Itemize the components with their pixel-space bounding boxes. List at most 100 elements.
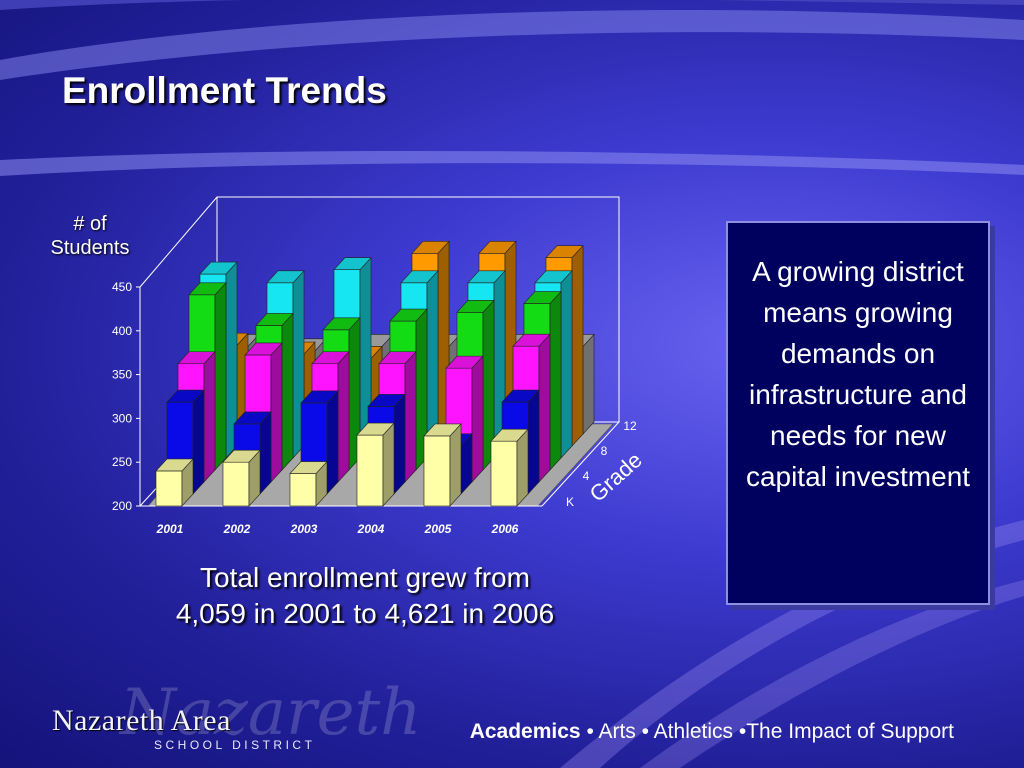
bar-side bbox=[516, 428, 529, 507]
y-tick-label: 300 bbox=[112, 411, 132, 425]
bar-top bbox=[445, 355, 484, 369]
y-tick-label: 250 bbox=[112, 455, 132, 469]
bar-front bbox=[423, 435, 451, 507]
bar-2004-s0 bbox=[356, 422, 395, 507]
bar-side bbox=[471, 355, 484, 483]
depth-tick-label: 8 bbox=[601, 444, 608, 458]
bar-side bbox=[337, 350, 350, 483]
bar-front bbox=[356, 434, 384, 507]
bar-2006-s0 bbox=[490, 428, 529, 507]
x-tick-label-2005: 2005 bbox=[424, 522, 452, 536]
bar-top bbox=[222, 449, 261, 463]
bar-top bbox=[478, 240, 517, 254]
bar-top bbox=[233, 411, 272, 425]
bar-top bbox=[534, 270, 573, 284]
bar-top bbox=[378, 351, 417, 365]
bar-top bbox=[467, 270, 506, 284]
bar-top bbox=[311, 351, 350, 365]
bar-top bbox=[166, 389, 205, 403]
bar-top bbox=[300, 390, 339, 404]
bar-top bbox=[289, 461, 328, 474]
depth-tick-label: 4 bbox=[583, 469, 590, 483]
bar-side bbox=[382, 422, 395, 507]
bar-top bbox=[501, 389, 540, 403]
bar-side bbox=[549, 290, 562, 471]
bar-top bbox=[188, 282, 227, 296]
x-tick-label-2003: 2003 bbox=[290, 522, 318, 536]
bar-side bbox=[270, 342, 283, 483]
bar-top bbox=[400, 270, 439, 284]
caption-line2: 4,059 in 2001 to 4,621 in 2006 bbox=[175, 598, 555, 629]
bar-2002-s0 bbox=[222, 449, 261, 507]
bar-side bbox=[281, 312, 294, 471]
footer-tagline: Academics • Arts • Athletics •The Impact… bbox=[470, 720, 954, 744]
bar-side bbox=[582, 333, 595, 435]
bar-side bbox=[571, 244, 584, 447]
logo-script-watermark: Nazareth bbox=[120, 676, 422, 750]
y-axis-label-line2: Students bbox=[50, 237, 130, 259]
bar-top bbox=[177, 351, 216, 365]
y-axis-label: # of Students bbox=[30, 212, 150, 260]
logo-sub-text: SCHOOL DISTRICT bbox=[154, 738, 316, 752]
tagline-rest: • Arts • Athletics •The Impact of Suppor… bbox=[580, 720, 954, 743]
bar-side bbox=[393, 393, 406, 495]
bar-top bbox=[490, 428, 529, 442]
bar-side bbox=[527, 389, 540, 495]
bar-top bbox=[423, 423, 462, 437]
bar-front bbox=[222, 461, 250, 507]
bar-front bbox=[289, 473, 317, 507]
bar-front bbox=[490, 440, 518, 507]
x-tick-label-2006: 2006 bbox=[491, 522, 519, 536]
bar-top bbox=[367, 394, 406, 407]
bar-side bbox=[560, 270, 573, 459]
bar-side bbox=[538, 333, 551, 483]
bar-top bbox=[266, 270, 305, 284]
bar-top bbox=[244, 342, 283, 356]
y-axis-label-line1: # of bbox=[73, 213, 107, 235]
y-tick-label: 200 bbox=[112, 499, 132, 513]
bar-side bbox=[259, 411, 272, 495]
bar-side bbox=[192, 389, 205, 495]
callout-text: A growing district means growing demands… bbox=[745, 256, 971, 492]
bar-top bbox=[512, 333, 551, 347]
bar-side bbox=[449, 423, 462, 507]
bar-front bbox=[155, 470, 183, 507]
bar-top bbox=[255, 313, 294, 326]
bar-top bbox=[356, 422, 395, 436]
caption-line1: Total enrollment grew from bbox=[200, 562, 530, 593]
bar-top bbox=[545, 245, 584, 258]
bar-top bbox=[411, 240, 450, 254]
y-tick-label: 400 bbox=[112, 324, 132, 338]
bar-top bbox=[333, 257, 372, 270]
depth-tick-label: 12 bbox=[623, 419, 637, 433]
bar-top bbox=[322, 317, 361, 331]
bar-side bbox=[214, 282, 227, 471]
bar-top bbox=[199, 261, 238, 275]
bar-top bbox=[155, 458, 194, 472]
bar-side bbox=[404, 350, 417, 483]
x-tick-label-2004: 2004 bbox=[357, 522, 385, 536]
depth-tick-label: K bbox=[566, 495, 574, 509]
bar-top bbox=[389, 308, 428, 322]
logo-main-text: Nazareth Area bbox=[52, 704, 231, 737]
bar-2001-s0 bbox=[155, 458, 194, 507]
bar-side bbox=[326, 390, 339, 495]
slide-title: Enrollment Trends bbox=[62, 70, 387, 111]
bar-2001-s1 bbox=[166, 389, 205, 495]
depth-axis-label: Grade bbox=[585, 447, 647, 507]
bar-side bbox=[203, 350, 216, 483]
bar-top bbox=[523, 291, 562, 304]
bar-top bbox=[456, 300, 495, 313]
back-wall-outline bbox=[139, 196, 620, 422]
callout-box: A growing district means growing demands… bbox=[726, 221, 990, 605]
bar-2003-s0 bbox=[289, 460, 328, 507]
y-tick-label: 350 bbox=[112, 368, 132, 382]
x-tick-label-2001: 2001 bbox=[156, 522, 184, 536]
y-tick-label: 450 bbox=[112, 280, 132, 294]
tagline-academics: Academics bbox=[469, 720, 581, 743]
x-tick-label-2002: 2002 bbox=[223, 522, 251, 536]
chart-caption: Total enrollment grew from 4,059 in 2001… bbox=[120, 560, 610, 632]
bar-2005-s0 bbox=[423, 423, 462, 507]
